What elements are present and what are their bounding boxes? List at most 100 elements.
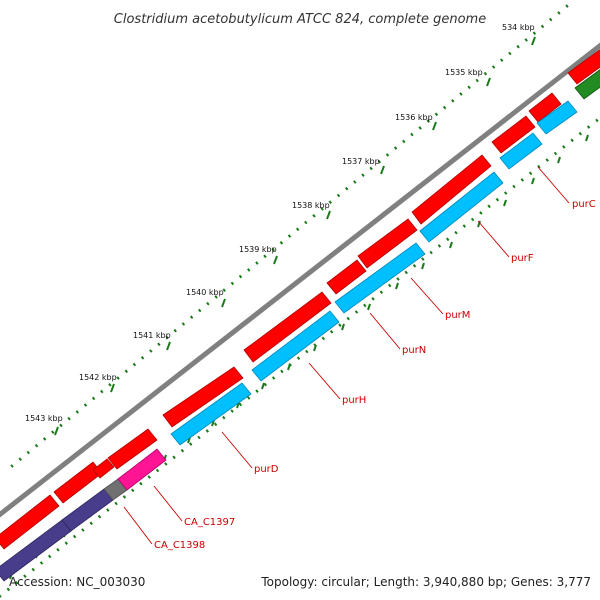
outer-dot-10	[91, 396, 96, 401]
outer-dot-64	[532, 31, 537, 35]
gene-reverse-6[interactable]	[536, 100, 578, 135]
inner-dot-17	[139, 481, 143, 486]
gene-pseudo-pink[interactable]	[117, 448, 167, 491]
gene-forward-7[interactable]	[326, 259, 367, 295]
inner-dot-29	[238, 402, 243, 407]
gene-forward-8[interactable]	[357, 218, 418, 269]
inner-dot-23	[188, 442, 193, 446]
major-tick-5	[273, 255, 278, 265]
inner-dot-13	[106, 508, 110, 512]
outer-dot-0	[10, 464, 14, 468]
gene-reverse-2[interactable]	[251, 310, 340, 382]
gene-reverse-4[interactable]	[419, 171, 504, 243]
inner-dot-69	[570, 138, 574, 143]
scale-label-1541: 1541 kbp	[133, 331, 171, 340]
outer-dot-43	[361, 173, 365, 177]
inner-dot-28	[230, 409, 234, 413]
inner-dot-11	[89, 521, 93, 526]
inner-dot-20	[164, 462, 168, 466]
gene-label-purD[interactable]: purD	[254, 464, 279, 475]
gene-label-purC[interactable]: purC	[572, 199, 596, 210]
outer-dot-33	[279, 241, 284, 245]
outer-dot-11	[100, 389, 104, 394]
inner-dot-62	[512, 184, 516, 189]
leader-line-CA_C1398	[123, 506, 153, 545]
outer-dot-15	[132, 362, 137, 367]
gene-forward-9[interactable]	[411, 154, 492, 225]
gene-forward-6[interactable]	[243, 291, 332, 363]
gene-forward-3[interactable]	[92, 458, 115, 479]
minor-tick-8	[367, 303, 371, 311]
gene-label-CA_C1398[interactable]: CA_C1398	[154, 540, 205, 551]
outer-dot-8	[75, 410, 80, 414]
gene-forward-5[interactable]	[162, 366, 244, 428]
inner-dot-65	[537, 164, 541, 169]
gene-label-purH[interactable]: purH	[342, 395, 366, 406]
outer-dot-62	[516, 44, 520, 49]
inner-dot-64	[528, 171, 533, 176]
gene-forward-4[interactable]	[107, 428, 158, 470]
outer-dot-23	[197, 308, 202, 313]
outer-dot-7	[67, 416, 71, 421]
minor-tick-11	[449, 241, 453, 249]
leader-line-purC	[537, 166, 570, 204]
inner-dot-3	[23, 574, 27, 578]
gene-label-purM[interactable]: purM	[445, 310, 470, 321]
genome-backbone	[0, 42, 600, 518]
minor-tick-9	[395, 282, 399, 290]
leader-line-purH	[308, 362, 341, 400]
gene-forward-10[interactable]	[491, 115, 536, 154]
gene-forward-11[interactable]	[528, 92, 562, 123]
inner-dot-7	[56, 548, 60, 552]
inner-dot-21	[172, 455, 176, 460]
inner-dot-50	[412, 264, 417, 268]
outer-dot-53	[442, 105, 447, 110]
inner-dot-59	[487, 204, 491, 209]
inner-dot-34	[280, 369, 284, 374]
inner-dot-31	[255, 389, 259, 393]
inner-dot-39	[321, 336, 326, 341]
inner-dot-60	[495, 197, 500, 202]
inner-dot-8	[64, 541, 69, 545]
outer-dot-65	[540, 24, 545, 29]
gene-label-lines	[123, 166, 570, 545]
gene-reverse-1[interactable]	[170, 382, 252, 446]
outer-dot-27	[230, 281, 235, 286]
major-tick-6	[221, 298, 226, 308]
outer-dot-61	[508, 51, 512, 56]
outer-dot-18	[157, 342, 161, 347]
outer-dot-3	[34, 443, 39, 448]
inner-dot-52	[429, 250, 433, 255]
inner-dot-15	[122, 495, 127, 499]
gene-forward-1[interactable]	[0, 494, 60, 550]
inner-dot-49	[404, 270, 408, 275]
major-tick-9	[54, 426, 59, 436]
gene-label-CA_C1397[interactable]: CA_C1397	[184, 517, 235, 528]
outer-dot-30	[255, 261, 259, 265]
inner-dot-32	[263, 382, 268, 387]
outer-dot-4	[42, 437, 47, 441]
outer-dot-68	[565, 4, 569, 8]
inner-dot-2	[14, 581, 19, 585]
outer-dot-38	[320, 207, 324, 211]
outer-dot-57	[475, 78, 479, 83]
inner-dot-16	[130, 488, 135, 493]
gene-forward-12[interactable]	[567, 46, 600, 85]
gene-reverse-5[interactable]	[499, 132, 543, 170]
inner-dot-12	[97, 514, 102, 519]
outer-dot-47	[393, 146, 398, 150]
inner-dot-61	[503, 191, 508, 195]
outer-dot-9	[83, 403, 88, 407]
inner-dot-72	[595, 118, 599, 123]
inner-dot-45	[371, 297, 375, 301]
outer-dot-26	[222, 288, 226, 292]
outer-dot-5	[51, 430, 55, 434]
outer-dot-6	[59, 423, 63, 428]
gene-reverse-3[interactable]	[334, 242, 426, 314]
gene-label-purF[interactable]: purF	[511, 253, 534, 264]
inner-dot-43	[354, 310, 359, 314]
gene-rna-green[interactable]	[574, 66, 600, 100]
gene-label-purN[interactable]: purN	[402, 345, 426, 356]
outer-dot-50	[418, 126, 422, 130]
